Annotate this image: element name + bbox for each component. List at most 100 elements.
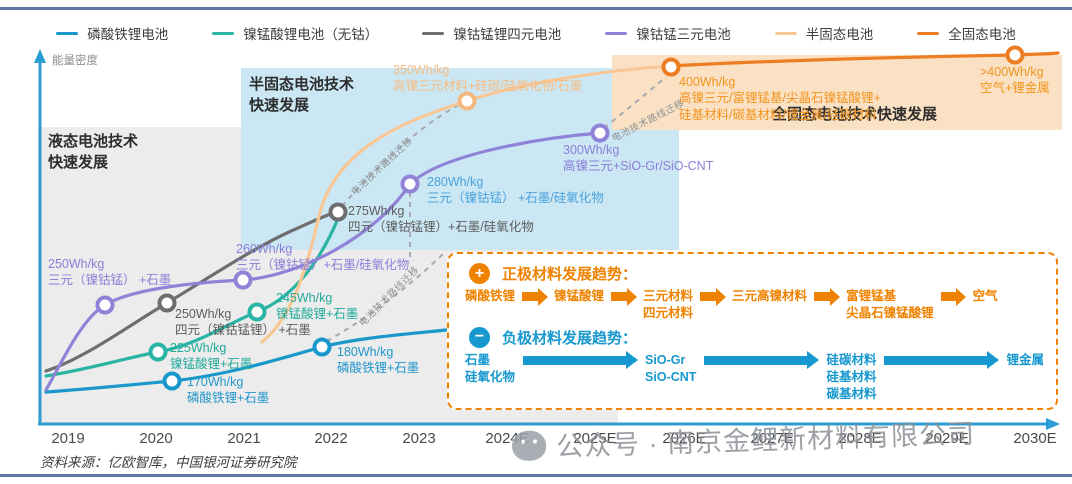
flow-arrow-icon — [940, 292, 957, 301]
x-axis-tick: 2028E — [838, 430, 882, 447]
cathode-trend-chain: 磷酸铁锂 镍锰酸锂 三元材料 四元材料 三元高镍材料 富锂锰基 尖晶石镍锰酸锂 空气 — [465, 288, 1044, 322]
x-axis-tick: 2030E — [1013, 430, 1057, 447]
data-point-label-line: 磷酸铁锂+石墨 — [337, 361, 420, 376]
series-line-ternary — [44, 131, 602, 392]
x-axis-tick: 2022 — [314, 430, 348, 447]
region-title-line: 全固态电池技术快速发展 — [772, 106, 938, 123]
x-axis-tick: 2026E — [662, 430, 706, 447]
trend-chain-item-line: 三元材料 — [643, 289, 694, 303]
trend-chain-item-line: 磷酸铁锂 — [465, 289, 516, 303]
material-trend-box: + 正极材料发展趋势： 磷酸铁锂 镍锰酸锂 三元材料 四元材料 三元高镍材料 富锂锰基 尖晶… — [447, 252, 1058, 410]
trend-chain-item-line: 硅碳材料 — [826, 352, 877, 367]
series-line-all-solid — [669, 51, 1060, 68]
data-point-label-line: 350Wh/kg — [393, 63, 450, 77]
legend-swatch-icon — [605, 31, 628, 35]
trend-chain-item-line: 硅氧化物 — [465, 369, 516, 384]
legend-label: 镍锰酸锂电池（无钴） — [243, 27, 379, 42]
x-axis-tick: 2023 — [402, 430, 436, 447]
tech-migration-dashed-line — [341, 103, 462, 207]
data-point-marker — [95, 295, 115, 315]
region-title-line: 液态电池技术 — [48, 133, 139, 150]
trend-chain-item: 三元材料 四元材料 — [643, 288, 693, 322]
x-axis-tick: 2021 — [227, 430, 261, 447]
data-point-label: 275Wh/kg 四元（镍钴锰锂）+石墨/硅氧化物 — [348, 203, 534, 236]
data-point-label-line: 四元（镍钴锰锂） +石墨 — [175, 323, 311, 338]
source-note: 资料来源：亿欧智库，中国银河证券研究院 — [40, 455, 297, 470]
series-line-lmn — [44, 214, 341, 378]
data-point-marker — [162, 371, 182, 391]
legend-swatch-icon — [774, 31, 797, 35]
data-point-label: 350Wh/kg 高镍三元材料+硅碳/硅氧化物/石墨 — [393, 62, 582, 95]
trend-chain-item-line: 镍锰酸锂 — [554, 289, 605, 303]
data-point-label: 250Wh/kg 四元（镍钴锰锂） +石墨 — [175, 306, 311, 339]
top-rule — [0, 7, 1072, 10]
legend-swatch-icon — [422, 31, 445, 35]
data-point-label-line: 磷酸铁锂+石墨 — [187, 391, 270, 406]
legend-item: 全固态电池 — [917, 23, 1016, 43]
legend-item: 半固态电池 — [774, 23, 874, 43]
anode-trend-header: − 负极材料发展趋势： — [469, 326, 1044, 348]
legend-item: 镍锰酸锂电池（无钴） — [212, 23, 378, 43]
region-title-solid: 全固态电池技术快速发展 — [772, 104, 937, 125]
trend-chain-item-line: 尖晶石镍锰酸锂 — [846, 305, 934, 320]
data-point-label-line: 260Wh/kg — [236, 242, 293, 256]
minus-icon: − — [469, 326, 490, 348]
data-point-label: 180Wh/kg 磷酸铁锂+石墨 — [337, 344, 419, 377]
y-axis-arrowhead — [34, 49, 46, 63]
x-axis-arrowhead — [1046, 418, 1060, 430]
data-point-marker — [400, 174, 420, 194]
x-axis-tick: 2029E — [925, 430, 969, 447]
flow-arrow-icon — [700, 292, 717, 301]
tech-migration-dashed-line — [326, 253, 444, 342]
flow-arrow-icon — [704, 355, 809, 365]
data-point-label-line: 180Wh/kg — [337, 345, 394, 359]
data-point-label-line: 镍锰酸锂+石墨 — [170, 357, 253, 372]
trend-chain-item-line: 硅基材料 — [826, 369, 877, 384]
series-line-lfp — [44, 328, 448, 394]
data-point-label-line: 170Wh/kg — [187, 375, 244, 389]
trend-chain-item-line: SiO-CNT — [645, 369, 697, 384]
anode-trend-title: 负极材料发展趋势： — [502, 329, 638, 347]
region-title-liquid: 液态电池技术 快速发展 — [48, 131, 138, 173]
data-point-label-line: 四元（镍钴锰锂）+石墨/硅氧化物 — [348, 220, 534, 235]
x-axis-tick: 2024E — [485, 430, 529, 447]
data-point-label-line: 275Wh/kg — [348, 204, 405, 218]
data-point-label-line: 280Wh/kg — [427, 175, 484, 189]
data-point-label: 280Wh/kg 三元（镍钴锰） +石墨/硅氧化物 — [427, 174, 604, 207]
trend-chain-item-line: 碳基材料 — [826, 386, 877, 401]
trend-chain-item-line: 富锂锰基 — [846, 289, 897, 303]
data-point-label-line: 250Wh/kg — [175, 307, 232, 321]
data-point-label-line: 250Wh/kg — [48, 257, 105, 271]
data-point-label-line: 高镍三元/富锂锰基/尖晶石镍锰酸锂+ — [679, 91, 881, 106]
data-point-label: >400Wh/kg 空气+锂金属 — [980, 64, 1050, 97]
x-axis-tick: 2025E — [573, 430, 617, 447]
flow-arrow-icon — [522, 292, 539, 301]
legend-label: 半固态电池 — [805, 27, 874, 42]
trend-chain-item-line: 石墨 — [465, 352, 491, 367]
trend-chain-item: 镍锰酸锂 — [554, 288, 604, 305]
series-line-semi-solid — [260, 64, 673, 344]
trend-chain-item: SiO-Gr SiO-CNT — [645, 352, 696, 386]
legend-label: 磷酸铁锂电池 — [87, 27, 169, 42]
data-point-label-line: 三元（镍钴锰） +石墨 — [48, 273, 172, 288]
data-point-label: 170Wh/kg 磷酸铁锂+石墨 — [187, 374, 269, 407]
x-axis-tick: 2020 — [139, 430, 173, 447]
data-point-marker — [247, 302, 267, 322]
data-point-label-line: 三元（镍钴锰） +石墨/硅氧化物 — [427, 191, 604, 206]
data-point-label: 400Wh/kg 高镍三元/富锂锰基/尖晶石镍锰酸锂+ 硅基材料/碳基材料/锂金属/… — [679, 74, 881, 123]
legend-label: 全固态电池 — [948, 27, 1016, 42]
data-point-label-line: 高镍三元材料+硅碳/硅氧化物/石墨 — [393, 79, 583, 94]
trend-chain-item-line: 四元材料 — [643, 305, 694, 320]
legend-label: 镍钴锰锂四元电池 — [453, 27, 562, 42]
legend-label: 镍钴锰三元电池 — [636, 27, 731, 42]
trend-chain-item: 富锂锰基尖晶石镍锰酸锂 — [846, 288, 934, 322]
region-title-semi: 半固态电池技术 快速发展 — [249, 74, 354, 116]
tech-migration-dashed-line — [603, 76, 667, 129]
data-point-marker — [157, 293, 177, 313]
x-axis-tick: 2019 — [51, 430, 85, 447]
trend-chain-item: 锂金属 — [1006, 352, 1044, 369]
trend-chain-item-line: 锂金属 — [1006, 352, 1044, 367]
legend-swatch-icon — [212, 31, 235, 35]
data-point-marker — [148, 342, 168, 362]
trend-chain-item: 空气 — [973, 288, 998, 305]
